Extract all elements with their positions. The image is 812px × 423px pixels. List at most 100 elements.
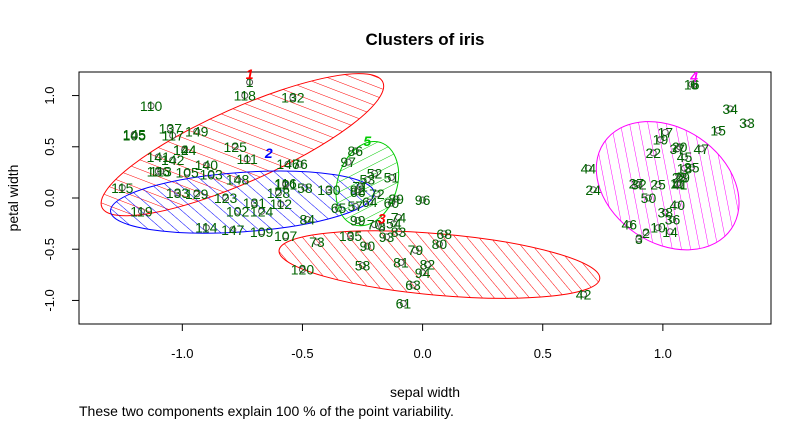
x-axis: -1.0 -0.5 0.0 0.5 1.0: [171, 323, 672, 361]
point-label: 118: [234, 88, 257, 104]
point-label: 133: [166, 185, 190, 201]
y-axis: -1.0 -0.5 0.0 0.5 1.0: [42, 87, 80, 312]
point-marker: [668, 216, 676, 224]
point-label: 92: [350, 182, 366, 198]
point-marker: [296, 160, 304, 168]
point-marker: [743, 119, 751, 127]
point-marker: [661, 208, 669, 216]
point-marker: [584, 164, 592, 172]
point-marker: [397, 259, 405, 267]
point-marker: [359, 262, 367, 270]
point-label: 54: [386, 216, 402, 232]
point-marker: [207, 170, 215, 178]
point-label: 19: [653, 132, 669, 148]
x-tick-label: 1.0: [654, 346, 672, 361]
point-marker: [166, 124, 174, 132]
point-marker: [202, 161, 210, 169]
point-label: 73: [309, 234, 325, 250]
point-label: 57: [348, 198, 364, 214]
point-marker: [325, 186, 333, 194]
point-marker: [169, 132, 177, 140]
x-tick-label: 0.5: [534, 346, 552, 361]
point-marker: [250, 199, 258, 207]
x-axis-label: sepal width: [390, 384, 460, 400]
cluster-ellipse-3: [278, 230, 601, 299]
point-marker: [231, 143, 239, 151]
point-marker: [351, 147, 359, 155]
point-marker: [335, 204, 342, 212]
point-label: 36: [665, 212, 681, 228]
point-marker: [681, 153, 688, 161]
point-marker: [169, 156, 177, 164]
point-marker: [354, 188, 362, 196]
point-marker: [258, 228, 266, 236]
cluster-label-2: 2: [264, 145, 273, 161]
point-marker: [440, 230, 448, 238]
point-marker: [303, 216, 311, 224]
point-label: 11: [670, 176, 685, 192]
point-label: 58: [297, 180, 313, 196]
point-marker: [147, 102, 155, 110]
point-label: 64: [362, 194, 378, 210]
point-label: 119: [130, 203, 153, 219]
point-label: 58: [355, 258, 371, 274]
point-label: 33: [739, 115, 755, 131]
point-marker: [673, 145, 681, 153]
point-label: 18: [677, 160, 693, 176]
point-label: 112: [270, 196, 293, 212]
point-marker: [390, 220, 398, 228]
point-label: 116: [274, 176, 297, 192]
point-label: 89: [388, 191, 404, 207]
point-marker: [654, 224, 662, 232]
point-marker: [656, 136, 664, 144]
point-marker: [354, 186, 362, 194]
point-marker: [241, 92, 249, 100]
point-label: 117: [162, 128, 185, 144]
point-label: 86: [348, 143, 364, 159]
point-marker: [301, 184, 309, 192]
point-marker: [387, 199, 395, 207]
point-label: 14: [662, 224, 678, 240]
point-label: 148: [226, 172, 250, 188]
point-label: 65: [331, 200, 347, 216]
cluster-label-1: 1: [246, 66, 254, 82]
point-marker: [274, 189, 282, 197]
point-marker: [714, 126, 722, 134]
point-marker: [130, 130, 138, 138]
point-label: 32: [631, 177, 647, 193]
point-label: 60: [384, 195, 400, 211]
y-tick-label: 0.0: [42, 189, 57, 207]
cluster-ellipses: [100, 73, 740, 299]
point-label: 97: [340, 154, 356, 170]
point-marker: [243, 155, 251, 163]
point-marker: [313, 238, 321, 246]
point-label: 70: [367, 217, 383, 233]
y-tick-label: -0.5: [42, 238, 57, 260]
point-label: 93: [379, 229, 395, 245]
point-label: 80: [432, 236, 448, 252]
point-label: 103: [199, 166, 223, 182]
point-marker: [681, 164, 688, 172]
variability-caption: These two components explain 100 % of th…: [79, 403, 454, 419]
point-marker: [363, 176, 371, 184]
point-label: 24: [585, 182, 601, 198]
point-marker: [419, 196, 427, 204]
point-marker: [635, 235, 643, 243]
point-label: 50: [641, 190, 657, 206]
point-marker: [373, 190, 381, 198]
point-marker: [234, 207, 242, 215]
point-label: 10: [650, 220, 666, 236]
point-label: 79: [408, 242, 424, 258]
point-marker: [193, 127, 201, 135]
point-marker: [347, 232, 355, 240]
point-marker: [409, 281, 417, 289]
y-tick-label: 1.0: [42, 87, 57, 105]
point-marker: [193, 190, 201, 198]
point-label: 131: [243, 195, 267, 211]
point-marker: [435, 240, 443, 248]
point-marker: [678, 174, 686, 182]
point-marker: [118, 184, 126, 192]
cluster-ellipse-5: [335, 141, 400, 227]
point-marker: [673, 201, 681, 209]
